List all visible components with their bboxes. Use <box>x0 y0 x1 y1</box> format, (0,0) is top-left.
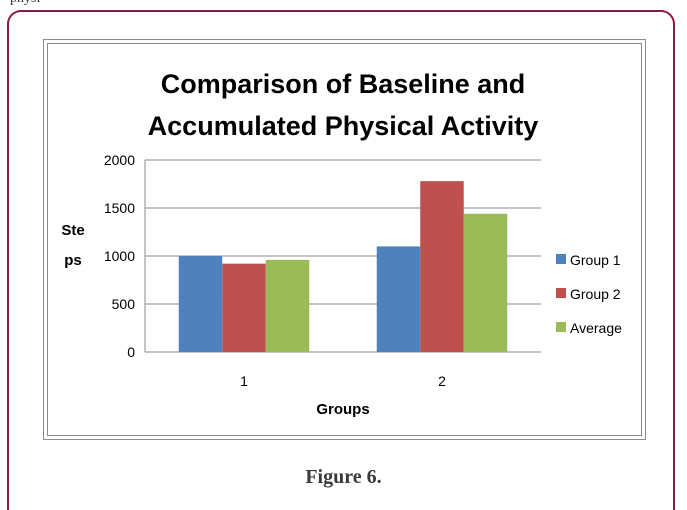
y-tick-label-1500: 1500 <box>104 200 135 216</box>
y-axis-label-line-1: Ste <box>61 222 84 239</box>
legend-label-average: Average <box>570 320 622 336</box>
x-axis-label: Groups <box>316 401 369 418</box>
legend-swatch-average <box>556 322 566 332</box>
legend-label-group-1: Group 1 <box>570 252 621 268</box>
y-tick-label-2000: 2000 <box>104 152 135 168</box>
cut-off-body-text: physi <box>10 0 40 7</box>
bar-group-2-cat-2 <box>420 181 464 352</box>
legend-swatch-group-2 <box>556 288 566 298</box>
chart-container <box>43 39 646 440</box>
figure-caption: Figure 6. <box>305 466 382 488</box>
y-axis-label-line-2: ps <box>64 252 82 269</box>
chart-inner-border <box>47 43 642 436</box>
figure-frame <box>7 10 675 510</box>
legend-label-group-2: Group 2 <box>570 286 621 302</box>
bar-chart: Comparison of Baseline and Accumulated P… <box>61 69 622 418</box>
chart-legend: Group 1 Group 2 Average <box>556 252 622 336</box>
y-tick-label-500: 500 <box>112 296 136 312</box>
bar-average-cat-2 <box>463 213 508 352</box>
bar-average-cat-1 <box>265 259 310 352</box>
legend-swatch-group-1 <box>556 254 566 264</box>
chart-title-line-2: Accumulated Physical Activity <box>148 111 539 141</box>
y-tick-label-1000: 1000 <box>104 248 135 264</box>
plot-area: 0 500 1000 1500 2000 1 2 <box>104 152 541 389</box>
x-tick-label-1: 1 <box>240 373 248 389</box>
chart-title-line-1: Comparison of Baseline and <box>161 69 526 99</box>
bar-group-2-cat-1 <box>222 263 266 352</box>
bar-group-1-cat-1 <box>178 256 223 352</box>
x-tick-label-2: 2 <box>438 373 446 389</box>
y-tick-label-0: 0 <box>127 344 135 360</box>
bar-group-1-cat-2 <box>376 246 421 352</box>
